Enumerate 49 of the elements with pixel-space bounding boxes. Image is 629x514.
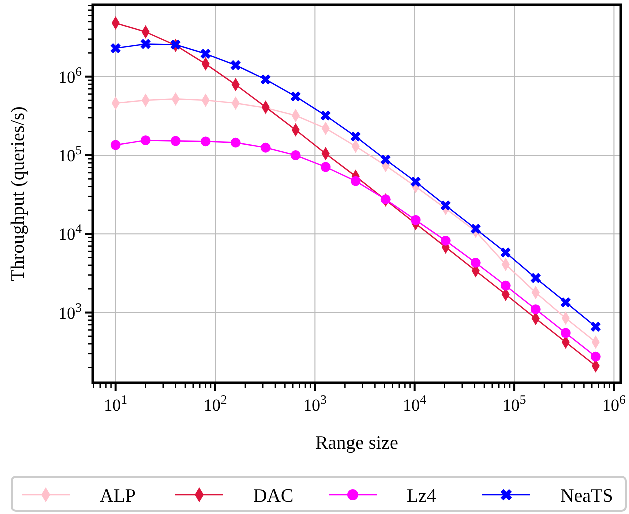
x-tick-label: 10$^{2}$ — [204, 393, 228, 415]
y-tick-label: 10$^{3}$ — [58, 300, 82, 323]
point — [350, 176, 361, 186]
point — [560, 328, 571, 338]
point — [440, 200, 451, 211]
y-tick-label: 10$^{6}$ — [58, 64, 82, 87]
point — [230, 60, 241, 70]
y-tick-label: 10$^{4}$ — [58, 222, 83, 244]
point — [530, 273, 541, 284]
legend-label: NeaTS — [560, 486, 614, 507]
point — [470, 258, 481, 268]
point — [170, 40, 181, 50]
point — [320, 162, 331, 172]
point — [110, 140, 121, 150]
point — [320, 110, 331, 121]
point — [590, 322, 602, 332]
point — [260, 142, 271, 153]
point — [290, 92, 301, 102]
x-tick-label: 10$^{1}$ — [104, 393, 128, 415]
point — [140, 136, 151, 146]
legend-label: DAC — [254, 486, 294, 507]
point — [140, 39, 151, 50]
y-axis-title: Throughput (queries/s) — [8, 106, 29, 282]
x-tick-label: 10$^{5}$ — [502, 393, 526, 415]
x-axis-title: Range size — [316, 433, 398, 454]
x-tick-label: 10$^{4}$ — [403, 393, 428, 415]
point — [410, 176, 421, 188]
legend-label: ALP — [100, 486, 136, 507]
point — [410, 215, 421, 226]
point — [380, 154, 391, 165]
point — [500, 280, 511, 291]
point — [530, 304, 541, 314]
point — [110, 43, 121, 54]
point — [500, 248, 511, 258]
point — [590, 352, 601, 362]
point — [560, 297, 571, 308]
point — [230, 138, 241, 148]
point — [290, 150, 301, 160]
point — [200, 136, 211, 147]
y-tick-label: 10$^{5}$ — [58, 144, 82, 166]
point — [260, 74, 271, 85]
point — [350, 132, 361, 142]
point — [440, 236, 451, 246]
legend-label: Lz4 — [407, 486, 438, 507]
point — [470, 224, 481, 234]
point — [170, 136, 181, 146]
x-tick-label: 10$^{3}$ — [304, 393, 327, 415]
x-tick-label: 10$^{6}$ — [602, 393, 626, 415]
point — [200, 48, 211, 60]
